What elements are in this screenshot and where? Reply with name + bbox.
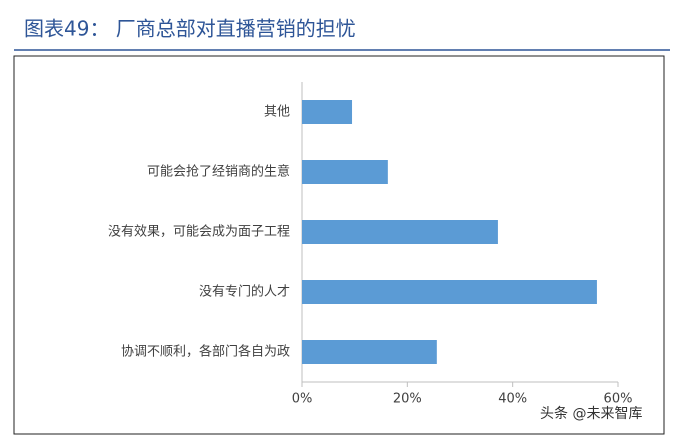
bar xyxy=(302,280,597,304)
bar xyxy=(302,340,437,364)
x-tick-label: 0% xyxy=(292,392,313,407)
frame xyxy=(13,55,665,435)
bar xyxy=(302,100,353,124)
x-tick-label: 60% xyxy=(604,392,633,407)
x-tick-label: 20% xyxy=(393,392,422,407)
watermark: 头条 @未来智库 xyxy=(540,405,642,422)
y-tick-label: 可能会抢了经销商的生意 xyxy=(147,164,290,180)
y-tick-label: 协调不顺利，各部门各自为政 xyxy=(121,344,290,360)
x-tick-label: 40% xyxy=(498,392,527,407)
bar xyxy=(302,220,498,244)
bar xyxy=(302,160,388,184)
y-tick-label: 没有效果，可能会成为面子工程 xyxy=(108,225,290,240)
y-tick-label: 没有专门的人才 xyxy=(199,284,290,300)
y-tick-label: 其他 xyxy=(264,105,290,120)
chart-title: 图表49： 厂商总部对直播营销的担忧 xyxy=(24,17,356,41)
